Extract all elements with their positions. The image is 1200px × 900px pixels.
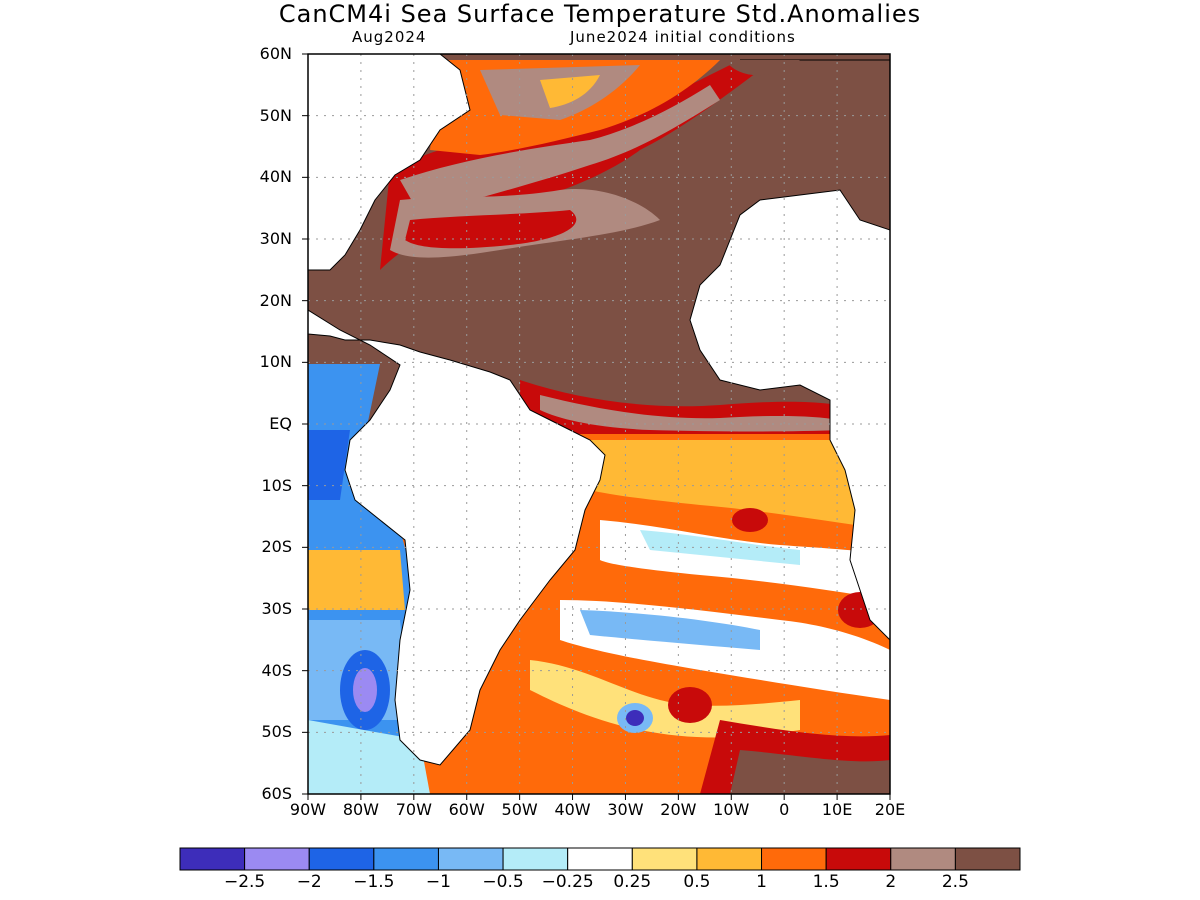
longitude-label: 40W — [554, 800, 591, 819]
colorbar-label: −0.25 — [541, 872, 594, 892]
chart-title: CanCM4i Sea Surface Temperature Std.Anom… — [278, 0, 922, 28]
latitude-label: 40N — [259, 167, 292, 187]
colorbar-label: −1.5 — [353, 872, 395, 892]
map-field — [308, 54, 890, 794]
longitude-label: 0 — [779, 800, 790, 819]
colorbar-label: −1 — [425, 872, 451, 892]
benguela-hotspot — [732, 508, 768, 532]
colorbar-label: 0.5 — [683, 872, 711, 892]
colorbar-swatch — [567, 847, 633, 871]
latitude-label: 10S — [261, 475, 292, 495]
south-hotspot — [668, 687, 712, 723]
latitude-label: 20N — [259, 290, 292, 310]
tropical-south-band — [580, 440, 890, 530]
colorbar-label: −2.5 — [223, 872, 266, 892]
south-cold-core — [626, 710, 644, 726]
latitude-label: 50S — [261, 722, 292, 742]
north-america-land — [308, 54, 471, 271]
south-america-land — [308, 309, 606, 766]
colorbar-swatch — [373, 847, 439, 871]
mid-south-cool — [580, 610, 760, 650]
latitude-label: 40S — [261, 660, 292, 680]
longitude-label: 10E — [821, 800, 853, 819]
colorbar-label: 2.5 — [941, 872, 969, 892]
longitude-label: 30W — [607, 800, 644, 819]
graticule — [308, 54, 890, 794]
south-cool-patch — [640, 530, 800, 565]
latitude-label: 30N — [259, 229, 292, 248]
initial-conditions: June2024 initial conditions — [570, 28, 796, 46]
longitude-label: 60W — [448, 800, 485, 819]
longitude-label: 10W — [713, 800, 750, 819]
north-sea-field — [725, 60, 800, 76]
longitude-label: 20W — [660, 800, 697, 819]
colorbar-label: 0.25 — [613, 872, 652, 892]
latitude-label: EQ — [269, 414, 292, 433]
colorbar-swatch — [308, 847, 375, 871]
colorbar-swatch — [890, 847, 956, 871]
forecast-month: Aug2024 — [352, 28, 427, 46]
colorbar — [179, 847, 1021, 871]
east-pacific-warm — [308, 550, 405, 610]
colorbar-swatch — [825, 847, 892, 871]
colorbar-swatch — [631, 847, 698, 871]
longitude-label: 20E — [874, 800, 906, 819]
africa-europe-land — [689, 59, 890, 641]
latitude-label: 50N — [259, 105, 292, 125]
chile-cold-core — [353, 668, 377, 712]
latitude-label: 60S — [261, 784, 292, 803]
longitude-label: 50W — [501, 800, 538, 819]
subpolar-peak — [540, 75, 600, 108]
east-pacific-cool — [308, 430, 350, 500]
colorbar-label: −2 — [296, 872, 322, 892]
colorbar-swatch — [761, 847, 827, 871]
colorbar-swatch — [696, 847, 763, 871]
colorbar-label: 2 — [885, 872, 897, 892]
longitude-label: 80W — [342, 800, 379, 819]
colorbar-swatch — [179, 847, 246, 871]
equatorial-core — [540, 395, 840, 432]
colorbar-swatch — [244, 847, 310, 871]
colorbar-swatch — [437, 847, 504, 871]
axis-ticks — [302, 53, 891, 800]
latitude-label: 30S — [261, 599, 292, 618]
latitude-label: 60N — [259, 44, 292, 63]
colorbar-swatch — [954, 847, 1021, 871]
colorbar-label: 1.5 — [812, 872, 840, 892]
south-warm-patch — [530, 660, 800, 738]
colorbar-label: −0.5 — [482, 872, 524, 892]
colorbar-swatch — [502, 847, 569, 871]
longitude-label: 90W — [289, 800, 327, 819]
latitude-label: 10N — [259, 352, 292, 372]
nwatlantic-band — [400, 85, 720, 215]
southern-ocean-strong — [730, 750, 890, 794]
latitude-label: 20S — [261, 537, 292, 557]
colorbar-label: 1 — [756, 872, 767, 892]
longitude-label: 70W — [395, 800, 432, 819]
